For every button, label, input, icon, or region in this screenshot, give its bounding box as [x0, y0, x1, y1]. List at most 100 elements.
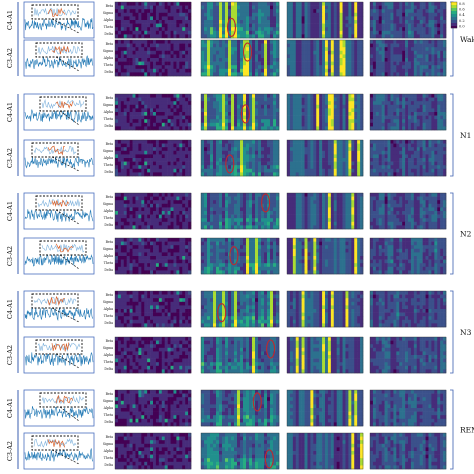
- colorbar-tick-label: 0.8: [459, 2, 465, 6]
- heatmap-frame: [369, 39, 447, 77]
- heatmap-frame: [286, 139, 364, 177]
- band-label: Beta: [106, 339, 114, 343]
- band-label: Theta: [104, 163, 113, 167]
- band-label: Alpha: [103, 209, 113, 213]
- band-label: Delta: [104, 321, 113, 325]
- band-label: Theta: [104, 360, 113, 364]
- channel-label: C4-A1: [6, 201, 14, 221]
- heatmap-frame: [200, 1, 280, 39]
- highlighted-segment: [47, 438, 66, 449]
- attention-heatmap: [114, 1, 192, 39]
- highlighted-segment: [55, 394, 74, 404]
- zoom-inset-box: [39, 96, 87, 112]
- band-label: Theta: [104, 314, 113, 318]
- heatmap-frame: [369, 290, 447, 328]
- zoom-pointer: [51, 156, 80, 172]
- heatmap-frame: [286, 389, 364, 427]
- attention-heatmap: [286, 139, 364, 177]
- attention-heatmap: [200, 237, 280, 275]
- channel-label: C4-A1: [6, 398, 14, 418]
- zoom-pointer: [55, 209, 80, 225]
- band-label: Alpha: [103, 449, 113, 453]
- heatmap-frame: [114, 192, 192, 230]
- attention-heatmap: [286, 290, 364, 328]
- heatmap-frame: [114, 39, 192, 77]
- band-label: Sigma: [103, 11, 113, 15]
- heatmap-frame: [286, 237, 364, 275]
- heatmap-frame: [286, 39, 364, 77]
- channel-label: C3-A2: [6, 246, 14, 266]
- signal-panels: [23, 1, 95, 470]
- band-label: Alpha: [103, 353, 113, 357]
- heatmap-frame: [114, 336, 192, 374]
- highlighted-segment: [51, 199, 70, 207]
- heatmap-frame: [286, 93, 364, 131]
- band-label: Delta: [104, 124, 113, 128]
- channel-label: C4-A1: [6, 10, 14, 30]
- band-label: Alpha: [103, 254, 113, 258]
- band-label: Beta: [106, 96, 114, 100]
- heatmap-frame: [286, 336, 364, 374]
- heatmap-frame: [369, 93, 447, 131]
- band-label: Beta: [106, 42, 114, 46]
- eeg-trace: [24, 18, 94, 32]
- heatmap-frame: [200, 192, 280, 230]
- attention-heatmap: [200, 1, 280, 39]
- attention-heatmap: [114, 336, 192, 374]
- colorbar-tick-label: 0.4: [459, 13, 465, 17]
- heatmap-frame: [369, 389, 447, 427]
- highlighted-segment: [47, 7, 66, 17]
- attention-heatmap: [286, 192, 364, 230]
- colorbar: 0.8 0.60.4 0.20.0: [450, 1, 465, 28]
- attention-heatmap: [286, 336, 364, 374]
- heatmap-frame: [200, 290, 280, 328]
- heatmap-frame: [286, 432, 364, 470]
- zoom-pointer: [59, 406, 80, 422]
- band-label: Beta: [106, 4, 114, 8]
- band-label: Alpha: [103, 156, 113, 160]
- band-label: Sigma: [103, 442, 113, 446]
- heatmap-frame: [369, 432, 447, 470]
- heatmap-frame: [369, 336, 447, 374]
- attention-heatmap: [114, 290, 192, 328]
- highlighted-segment: [47, 295, 65, 306]
- eeg-trace: [24, 305, 94, 322]
- band-label: Delta: [104, 70, 113, 74]
- heatmap-frame: [286, 290, 364, 328]
- heatmap-frame: [114, 290, 192, 328]
- band-label: Beta: [106, 142, 114, 146]
- colorbar-tick-label: 0.2: [459, 19, 465, 23]
- heatmap-frame: [369, 139, 447, 177]
- attention-heatmap: [369, 192, 447, 230]
- heatmap-frame: [286, 192, 364, 230]
- attention-highlight-ellipse: [225, 154, 235, 174]
- highlighted-segment: [51, 45, 70, 55]
- eeg-trace: [24, 55, 94, 70]
- highlighted-segment: [47, 145, 65, 156]
- band-label: Beta: [106, 195, 114, 199]
- heatmap-frame: [114, 1, 192, 39]
- stage-label: Wake: [460, 35, 474, 44]
- stage-label: N2: [460, 230, 472, 239]
- band-label: Delta: [104, 268, 113, 272]
- band-label: Beta: [106, 435, 114, 439]
- attention-heatmap: [200, 290, 280, 328]
- channel-label: C4-A1: [6, 299, 14, 319]
- zoom-pointer: [59, 254, 80, 270]
- heatmap-frame: [114, 389, 192, 427]
- heatmap-frame: [114, 139, 192, 177]
- attention-heatmap: [369, 336, 447, 374]
- zoomed-trace: [41, 243, 85, 253]
- band-label: Sigma: [103, 49, 113, 53]
- eeg-trace: [24, 109, 94, 123]
- band-label: Beta: [106, 392, 114, 396]
- zoom-pointer: [51, 449, 80, 465]
- heatmap-frame: [369, 237, 447, 275]
- attention-heatmap: [286, 1, 364, 39]
- attention-heatmap: [369, 432, 447, 470]
- attention-heatmap: [200, 336, 280, 374]
- heatmap-frame: [114, 93, 192, 131]
- highlighted-segment: [55, 243, 74, 253]
- heatmap-frame: [369, 1, 447, 39]
- zoom-inset-box: [31, 4, 79, 20]
